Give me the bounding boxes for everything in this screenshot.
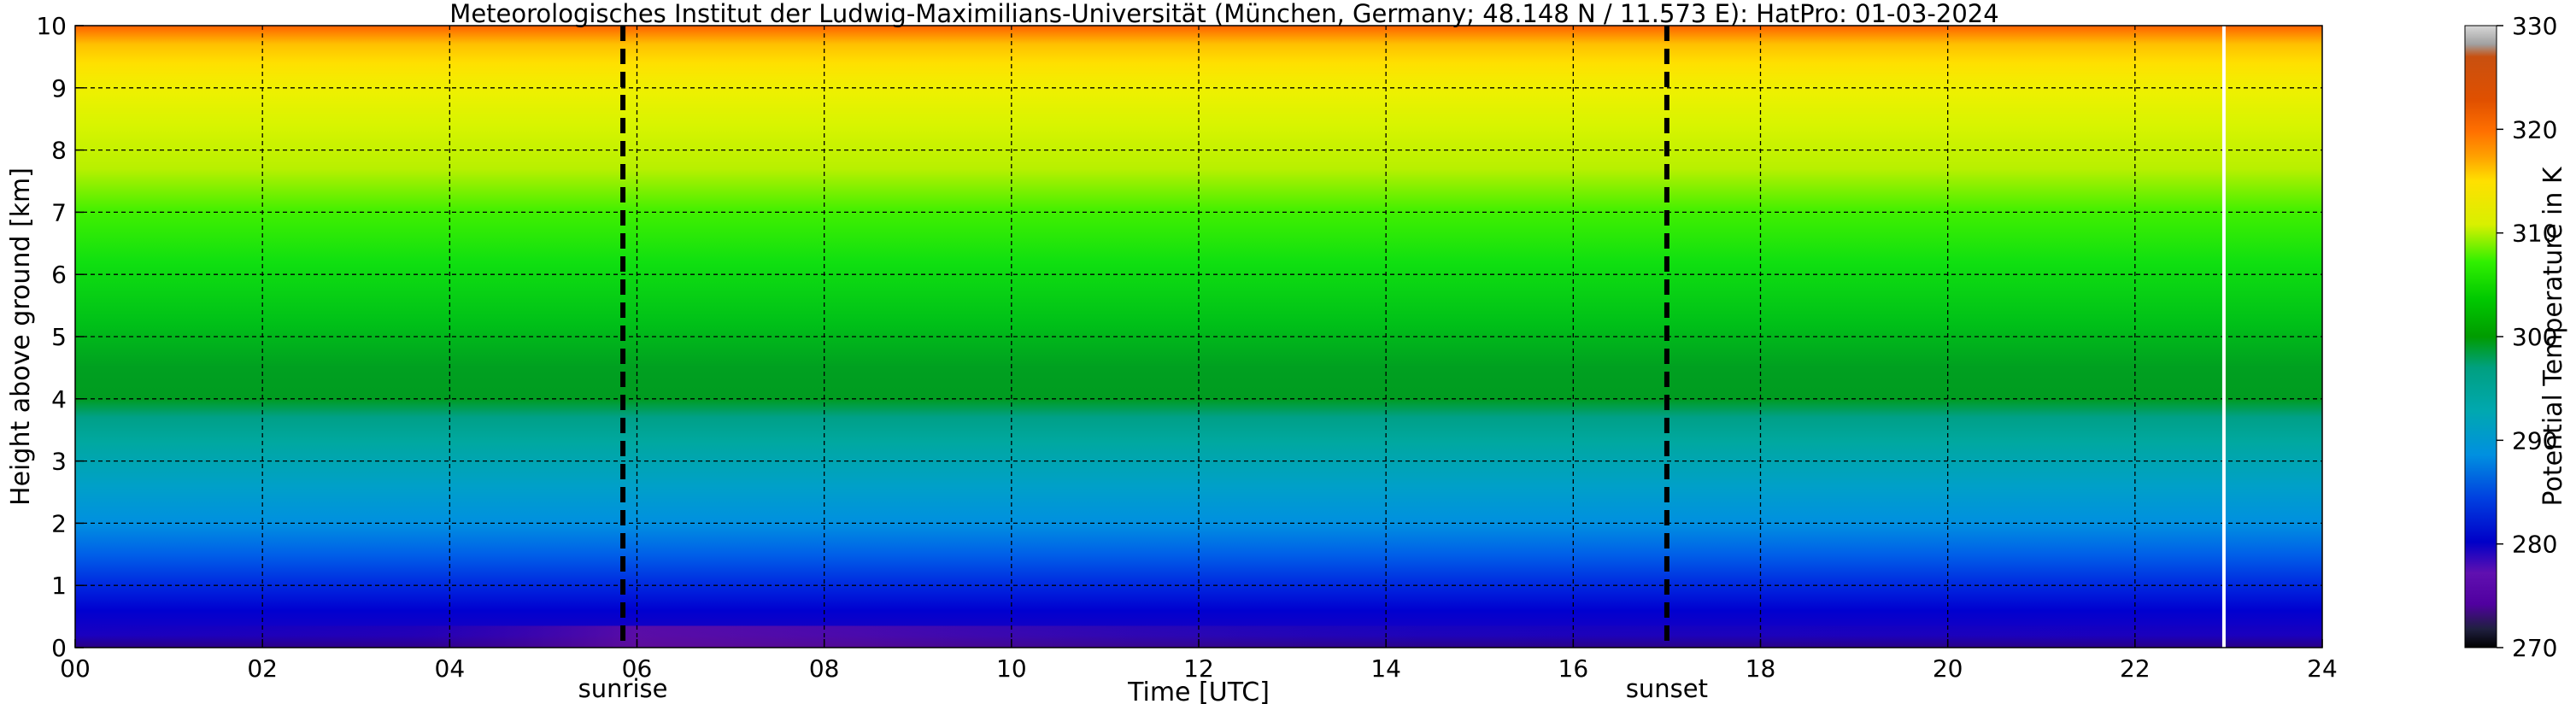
event-lines: sunrise sunset <box>578 26 1708 703</box>
colorbar-tick-label: 280 <box>2512 531 2557 559</box>
x-axis: 00 02 04 06 08 10 12 14 16 18 20 22 24 <box>60 639 2338 683</box>
y-tick-label: 2 <box>51 509 67 537</box>
colorbar: 270 280 290 300 310 320 330 Potential Temperat… <box>2464 12 2568 662</box>
colorbar-scale <box>2464 25 2497 648</box>
x-tick-label: 20 <box>1933 654 1963 683</box>
x-tick-label: 18 <box>1746 654 1776 683</box>
plot-area: sunrise sunset <box>74 25 2323 703</box>
colorbar-tick-label: 290 <box>2512 426 2557 455</box>
event-label-sunset: sunset <box>1626 674 1708 703</box>
x-tick-label: 14 <box>1370 654 1401 683</box>
colorbar-tick-label: 310 <box>2512 220 2557 248</box>
grid <box>75 26 2322 648</box>
y-tick-label: 10 <box>36 12 67 40</box>
x-tick-label: 12 <box>1183 654 1214 683</box>
x-tick-label: 00 <box>60 654 91 683</box>
y-tick-label: 4 <box>51 385 67 414</box>
y-tick-label: 5 <box>51 323 67 351</box>
y-tick-label: 8 <box>51 137 67 165</box>
y-axis: 0 1 2 3 4 5 6 7 8 9 10 <box>36 12 84 662</box>
x-tick-label: 02 <box>247 654 278 683</box>
x-axis-label: Time [UTC] <box>1127 678 1270 704</box>
chart-title: Meteorologisches Institut der Ludwig-Max… <box>449 0 1998 28</box>
y-tick-label: 0 <box>51 634 67 662</box>
colorbar-tick-label: 320 <box>2512 115 2557 144</box>
y-tick-label: 6 <box>51 261 67 289</box>
colorbar-tick-label: 300 <box>2512 323 2557 351</box>
x-tick-label: 04 <box>435 654 466 683</box>
y-tick-label: 1 <box>51 572 67 600</box>
x-tick-label: 06 <box>622 654 653 683</box>
y-axis-label: Height above ground [km] <box>6 167 36 506</box>
y-tick-label: 3 <box>51 448 67 476</box>
x-tick-label: 24 <box>2307 654 2338 683</box>
event-label-sunrise: sunrise <box>578 674 668 703</box>
x-tick-label: 16 <box>1558 654 1589 683</box>
x-tick-label: 22 <box>2120 654 2151 683</box>
x-tick-label: 08 <box>809 654 840 683</box>
colorbar-tick-label: 330 <box>2512 12 2557 40</box>
colorbar-ticks: 270 280 290 300 310 320 330 <box>2497 12 2557 662</box>
colorbar-tick-label: 270 <box>2512 634 2557 662</box>
x-tick-label: 10 <box>996 654 1027 683</box>
y-tick-label: 9 <box>51 74 67 103</box>
y-tick-label: 7 <box>51 198 67 226</box>
colorbar-label: Potential Temperature in K <box>2538 166 2568 506</box>
